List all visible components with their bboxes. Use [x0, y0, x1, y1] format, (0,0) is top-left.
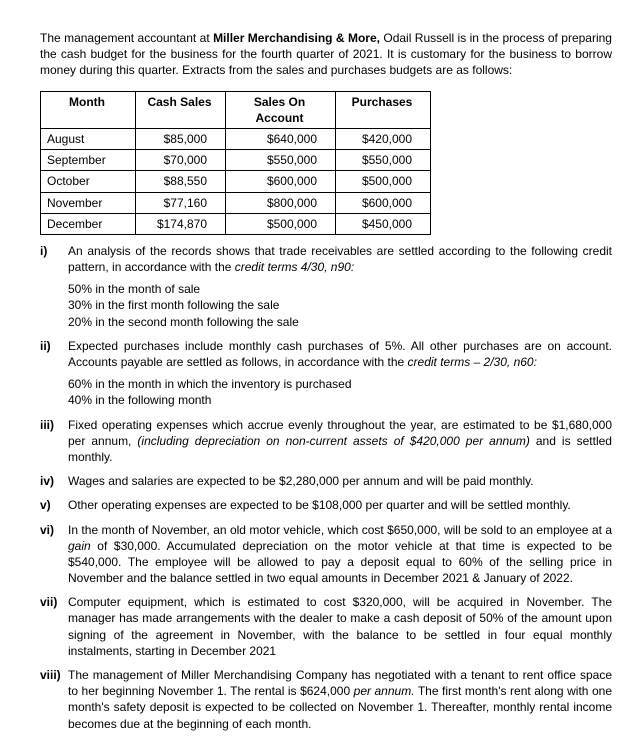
sub-list: 50% in the month of sale 30% in the firs… — [68, 281, 612, 330]
item-label: ii) — [40, 338, 68, 409]
document-page: The management accountant at Miller Merc… — [0, 0, 640, 750]
cell-purch: $500,000 — [336, 171, 431, 192]
cell-cash: $88,550 — [136, 171, 226, 192]
cell-month: September — [41, 150, 136, 171]
text-italic: (including depreciation on non-current a… — [137, 434, 529, 448]
sub-line: 40% in the following month — [68, 392, 612, 408]
text: In the month of November, an old motor v… — [68, 523, 612, 537]
text-italic: per annum. — [354, 684, 415, 698]
sub-line: 20% in the second month following the sa… — [68, 314, 612, 330]
item-body: Other operating expenses are expected to… — [68, 497, 612, 513]
sub-line: 30% in the first month following the sal… — [68, 297, 612, 313]
cell-month: November — [41, 192, 136, 213]
cell-purch: $550,000 — [336, 150, 431, 171]
budget-table: Month Cash Sales Sales On Account Purcha… — [40, 91, 431, 235]
cell-acct: $500,000 — [226, 213, 336, 234]
intro-paragraph: The management accountant at Miller Merc… — [40, 30, 612, 79]
col-month: Month — [41, 91, 136, 128]
item-label: vii) — [40, 594, 68, 659]
cell-cash: $77,160 — [136, 192, 226, 213]
item-label: i) — [40, 243, 68, 330]
item-label: iv) — [40, 473, 68, 489]
item-label: iii) — [40, 417, 68, 466]
item-vii: vii) Computer equipment, which is estima… — [40, 594, 612, 659]
cell-cash: $174,870 — [136, 213, 226, 234]
cell-acct: $600,000 — [226, 171, 336, 192]
item-body: Wages and salaries are expected to be $2… — [68, 473, 612, 489]
cell-month: December — [41, 213, 136, 234]
cell-acct: $550,000 — [226, 150, 336, 171]
cell-purch: $420,000 — [336, 128, 431, 149]
col-on-account: Sales On Account — [226, 91, 336, 128]
cell-month: October — [41, 171, 136, 192]
item-body: Expected purchases include monthly cash … — [68, 338, 612, 409]
credit-terms: credit terms 4/30, n90: — [235, 260, 354, 274]
table-row: September $70,000 $550,000 $550,000 — [41, 150, 431, 171]
table-row: November $77,160 $800,000 $600,000 — [41, 192, 431, 213]
sub-line: 50% in the month of sale — [68, 281, 612, 297]
item-iii: iii) Fixed operating expenses which accr… — [40, 417, 612, 466]
cell-acct: $800,000 — [226, 192, 336, 213]
company-name: Miller Merchandising & More, — [213, 31, 380, 45]
col-cash-sales: Cash Sales — [136, 91, 226, 128]
table-header-row: Month Cash Sales Sales On Account Purcha… — [41, 91, 431, 128]
credit-terms: credit terms – 2/30, n60: — [408, 355, 537, 369]
item-body: In the month of November, an old motor v… — [68, 522, 612, 587]
item-iv: iv) Wages and salaries are expected to b… — [40, 473, 612, 489]
item-body: An analysis of the records shows that tr… — [68, 243, 612, 330]
item-viii: viii) The management of Miller Merchandi… — [40, 667, 612, 732]
table-row: October $88,550 $600,000 $500,000 — [41, 171, 431, 192]
item-i: i) An analysis of the records shows that… — [40, 243, 612, 330]
item-body: Computer equipment, which is estimated t… — [68, 594, 612, 659]
cell-purch: $600,000 — [336, 192, 431, 213]
col-purchases: Purchases — [336, 91, 431, 128]
text-italic: gain — [68, 539, 91, 553]
table-row: August $85,000 $640,000 $420,000 — [41, 128, 431, 149]
item-ii: ii) Expected purchases include monthly c… — [40, 338, 612, 409]
text: of $30,000. Accumulated depreciation on … — [68, 539, 612, 585]
sub-list: 60% in the month in which the inventory … — [68, 376, 612, 408]
table-row: December $174,870 $500,000 $450,000 — [41, 213, 431, 234]
item-label: vi) — [40, 522, 68, 587]
item-body: Fixed operating expenses which accrue ev… — [68, 417, 612, 466]
item-vi: vi) In the month of November, an old mot… — [40, 522, 612, 587]
cell-cash: $70,000 — [136, 150, 226, 171]
cell-cash: $85,000 — [136, 128, 226, 149]
item-body: The management of Miller Merchandising C… — [68, 667, 612, 732]
item-label: viii) — [40, 667, 68, 732]
item-label: v) — [40, 497, 68, 513]
cell-month: August — [41, 128, 136, 149]
intro-pre: The management accountant at — [40, 31, 213, 45]
sub-line: 60% in the month in which the inventory … — [68, 376, 612, 392]
cell-purch: $450,000 — [336, 213, 431, 234]
cell-acct: $640,000 — [226, 128, 336, 149]
item-v: v) Other operating expenses are expected… — [40, 497, 612, 513]
